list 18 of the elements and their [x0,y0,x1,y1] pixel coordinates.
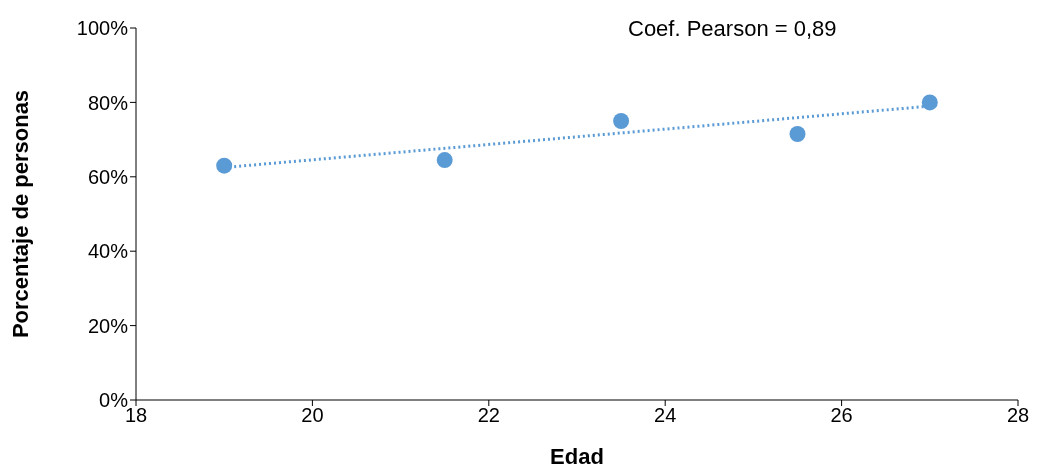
y-tick-label: 60% [87,165,129,188]
x-tick-label: 22 [477,404,500,427]
x-tick-label: 28 [1006,404,1030,427]
point [216,157,233,174]
y-tick-label: 100% [76,17,129,40]
point [921,94,938,111]
y-axis-title: Porcentaje de personas [7,89,33,339]
point [789,126,806,143]
y-tick-label: 80% [87,91,129,114]
y-tick-label: 20% [87,314,129,337]
point [436,152,453,169]
point [613,113,630,129]
y-tick-label: 40% [87,240,129,263]
x-tick-label: 24 [654,404,677,427]
x-axis-title: Edad [550,444,604,469]
annotation: Coef. Pearson = 0,89 [628,16,837,42]
x-tick-label: 26 [830,404,853,427]
x-tick-label: 20 [301,404,324,427]
